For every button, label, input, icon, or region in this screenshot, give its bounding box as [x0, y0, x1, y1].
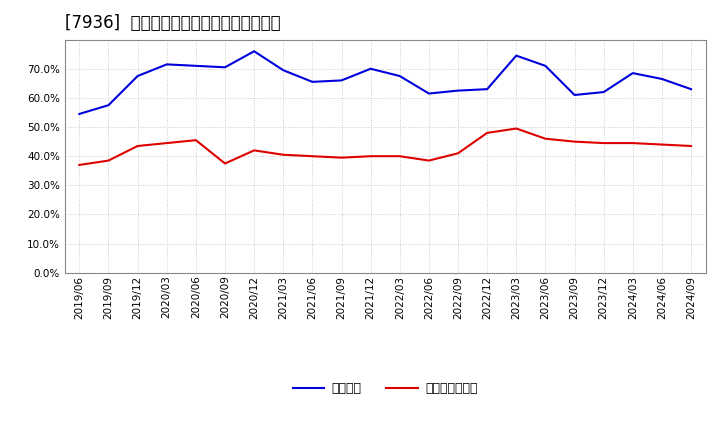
固定比率	[599, 89, 608, 95]
固定長期適合率	[657, 142, 666, 147]
固定比率	[512, 53, 521, 58]
固定比率	[133, 73, 142, 79]
固定長期適合率	[279, 152, 287, 158]
固定比率	[308, 79, 317, 84]
固定長期適合率	[308, 154, 317, 159]
Text: [7936]  固定比率、固定長期適合率の推移: [7936] 固定比率、固定長期適合率の推移	[65, 15, 280, 33]
固定長期適合率	[425, 158, 433, 163]
固定比率	[192, 63, 200, 69]
固定比率	[366, 66, 375, 71]
固定比率	[483, 87, 492, 92]
固定長期適合率	[163, 140, 171, 146]
固定長期適合率	[512, 126, 521, 131]
固定長期適合率	[250, 148, 258, 153]
固定比率	[279, 68, 287, 73]
固定長期適合率	[366, 154, 375, 159]
固定比率	[337, 78, 346, 83]
固定比率	[104, 103, 113, 108]
固定長期適合率	[220, 161, 229, 166]
固定比率	[570, 92, 579, 98]
固定長期適合率	[687, 143, 696, 149]
固定長期適合率	[454, 150, 462, 156]
固定長期適合率	[541, 136, 550, 141]
Legend: 固定比率, 固定長期適合率: 固定比率, 固定長期適合率	[288, 377, 482, 400]
固定長期適合率	[570, 139, 579, 144]
固定長期適合率	[599, 140, 608, 146]
固定長期適合率	[629, 140, 637, 146]
固定比率	[250, 48, 258, 54]
固定比率	[629, 70, 637, 76]
固定長期適合率	[395, 154, 404, 159]
固定比率	[657, 76, 666, 81]
固定長期適合率	[104, 158, 113, 163]
固定長期適合率	[133, 143, 142, 149]
固定比率	[163, 62, 171, 67]
固定比率	[425, 91, 433, 96]
Line: 固定比率: 固定比率	[79, 51, 691, 114]
固定長期適合率	[192, 138, 200, 143]
固定長期適合率	[483, 130, 492, 136]
固定比率	[687, 87, 696, 92]
固定比率	[75, 111, 84, 117]
固定比率	[220, 65, 229, 70]
固定比率	[454, 88, 462, 93]
固定比率	[395, 73, 404, 79]
固定長期適合率	[75, 162, 84, 168]
固定長期適合率	[337, 155, 346, 160]
固定比率	[541, 63, 550, 69]
Line: 固定長期適合率: 固定長期適合率	[79, 128, 691, 165]
